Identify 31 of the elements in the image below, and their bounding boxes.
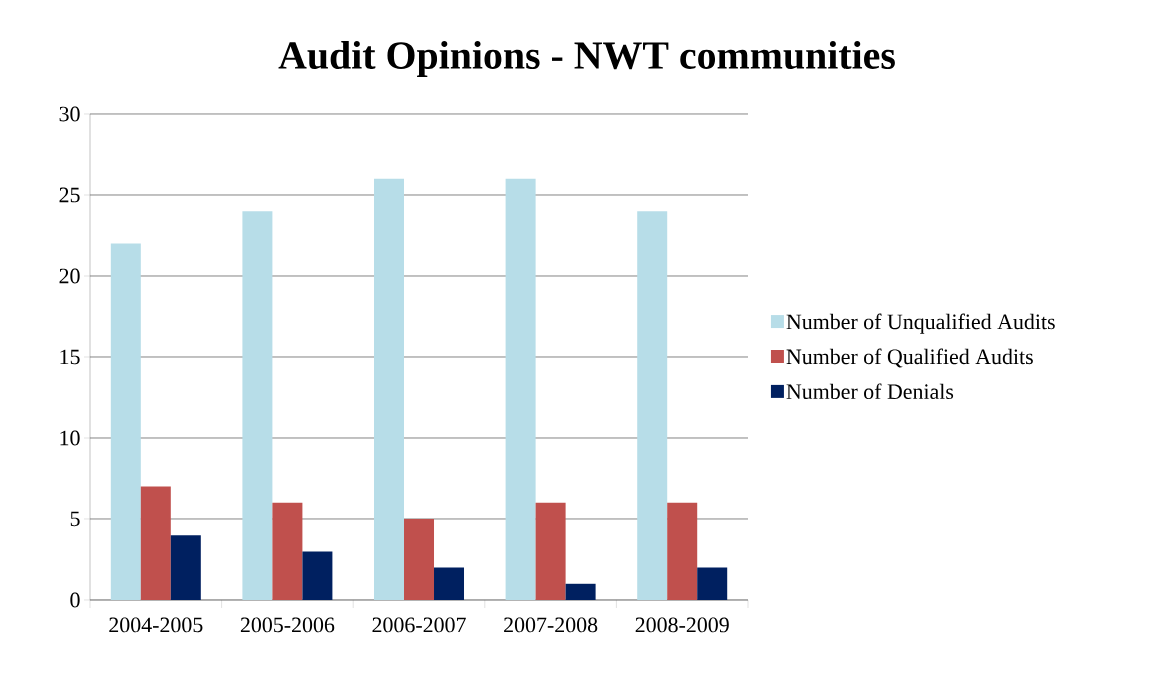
bar [302, 551, 333, 600]
bar [170, 535, 201, 600]
x-tick-label: 2007-2008 [504, 617, 598, 633]
bar [505, 178, 536, 600]
y-tick-label: 5 [70, 511, 80, 527]
y-tick-label: 15 [60, 349, 80, 365]
legend-label: Number of Denials [786, 383, 954, 400]
bar [110, 243, 141, 600]
x-tick-label: 2008-2009 [635, 617, 729, 633]
bar [272, 502, 303, 600]
legend-label: Number of Qualified Audits [786, 348, 1033, 368]
y-tick-label: 10 [60, 430, 80, 446]
bar [565, 583, 596, 600]
x-tick-label: 2006-2007 [372, 617, 466, 633]
bar [667, 502, 698, 600]
legend-label: Number of Unqualified Audits [786, 313, 1055, 334]
chart-title: Audit Opinions - NWT communities [278, 40, 895, 78]
bar [637, 211, 668, 600]
bar [140, 486, 171, 600]
bar [535, 502, 566, 600]
x-tick-label: 2005-2006 [240, 617, 335, 633]
y-tick-label: 25 [59, 187, 80, 203]
x-tick-label: 2004-2005 [109, 617, 203, 633]
bar [242, 211, 273, 600]
bar [434, 567, 465, 600]
y-tick-label: 30 [59, 106, 80, 122]
bar [404, 518, 435, 600]
bar [697, 567, 728, 600]
y-tick-label: 20 [59, 268, 80, 284]
y-tick-label: 0 [70, 592, 80, 608]
bar [374, 178, 405, 600]
